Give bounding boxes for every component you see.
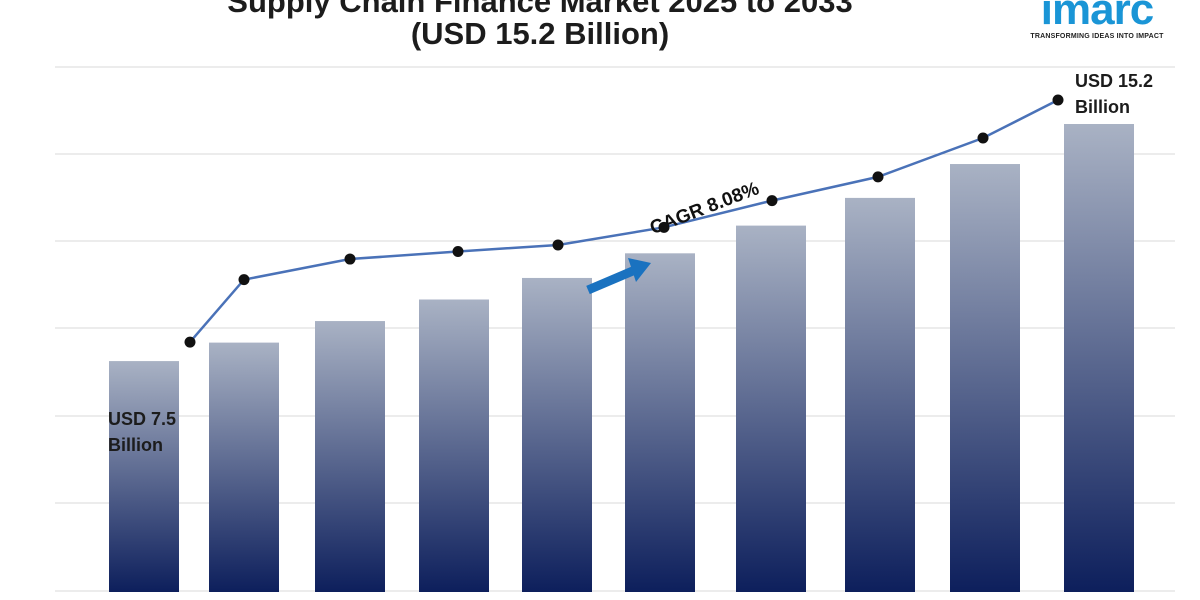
- logo-wordmark: imarc: [1040, 0, 1154, 34]
- cagr-arrow-group: [586, 258, 651, 295]
- start-value-unit: Billion: [108, 435, 163, 455]
- bar: [109, 361, 179, 592]
- trend-line-group: [189, 98, 1059, 343]
- trend-marker: [977, 132, 989, 144]
- bar: [522, 277, 592, 592]
- bar: [736, 225, 806, 592]
- bar: [625, 253, 695, 592]
- bar: [950, 164, 1020, 593]
- end-value-unit: Billion: [1075, 97, 1130, 117]
- trend-marker: [344, 253, 356, 265]
- cagr-arrow-shaft: [586, 265, 637, 295]
- bar: [209, 342, 279, 592]
- bars: [109, 124, 1134, 593]
- end-value-label: USD 15.2 Billion: [1075, 68, 1153, 120]
- imarc-logo: imarc TRANSFORMING IDEAS INTO IMPACT: [1022, 0, 1172, 40]
- markers: [184, 94, 1064, 348]
- trend-marker: [452, 246, 464, 257]
- end-value-amount: USD 15.2: [1075, 71, 1154, 91]
- trend-marker: [552, 239, 564, 251]
- trend-marker: [766, 195, 778, 207]
- page-title: Supply Chain Finance Market 2025 to 2033: [227, 0, 853, 19]
- cagr-arrow-head-icon: [628, 258, 651, 282]
- logo-tagline: TRANSFORMING IDEAS INTO IMPACT: [1030, 33, 1164, 40]
- trend-line: [189, 98, 1059, 343]
- bar: [419, 299, 489, 592]
- trend-marker: [184, 336, 196, 348]
- trend-marker: [1052, 94, 1064, 106]
- start-value-amount: USD 7.5: [108, 409, 177, 429]
- trend-marker: [872, 171, 884, 183]
- bar: [845, 197, 915, 593]
- start-value-label: USD 7.5 Billion: [108, 406, 176, 458]
- trend-marker: [658, 221, 670, 233]
- trend-marker: [238, 274, 250, 286]
- bar: [315, 321, 385, 592]
- page-subtitle: (USD 15.2 Billion): [410, 16, 670, 51]
- bar: [1064, 124, 1134, 592]
